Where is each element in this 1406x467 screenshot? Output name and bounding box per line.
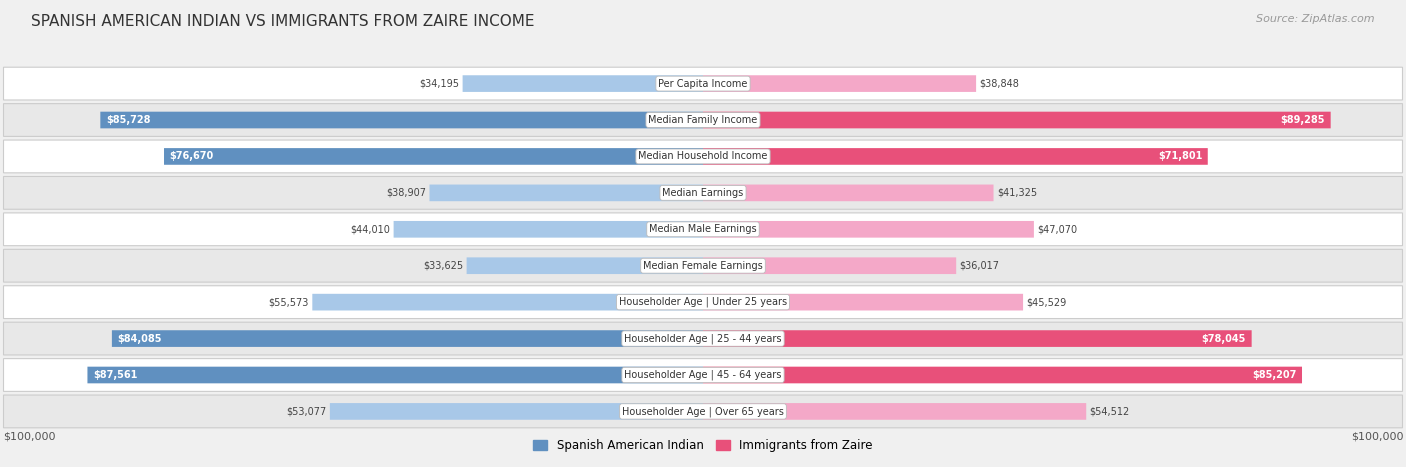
Text: Median Male Earnings: Median Male Earnings bbox=[650, 224, 756, 234]
Text: $85,728: $85,728 bbox=[105, 115, 150, 125]
Text: $41,325: $41,325 bbox=[997, 188, 1038, 198]
FancyBboxPatch shape bbox=[3, 395, 1403, 428]
FancyBboxPatch shape bbox=[165, 148, 703, 165]
Text: Median Earnings: Median Earnings bbox=[662, 188, 744, 198]
FancyBboxPatch shape bbox=[312, 294, 703, 311]
Text: Median Family Income: Median Family Income bbox=[648, 115, 758, 125]
FancyBboxPatch shape bbox=[100, 112, 703, 128]
FancyBboxPatch shape bbox=[112, 330, 703, 347]
FancyBboxPatch shape bbox=[87, 367, 703, 383]
Text: Median Household Income: Median Household Income bbox=[638, 151, 768, 162]
Text: $100,000: $100,000 bbox=[1351, 432, 1403, 442]
Text: Per Capita Income: Per Capita Income bbox=[658, 78, 748, 89]
Text: Householder Age | 45 - 64 years: Householder Age | 45 - 64 years bbox=[624, 370, 782, 380]
Text: Householder Age | 25 - 44 years: Householder Age | 25 - 44 years bbox=[624, 333, 782, 344]
FancyBboxPatch shape bbox=[394, 221, 703, 238]
FancyBboxPatch shape bbox=[330, 403, 703, 420]
Text: Householder Age | Under 25 years: Householder Age | Under 25 years bbox=[619, 297, 787, 307]
FancyBboxPatch shape bbox=[3, 67, 1403, 100]
FancyBboxPatch shape bbox=[3, 213, 1403, 246]
Legend: Spanish American Indian, Immigrants from Zaire: Spanish American Indian, Immigrants from… bbox=[529, 434, 877, 456]
FancyBboxPatch shape bbox=[703, 330, 1251, 347]
Text: $55,573: $55,573 bbox=[269, 297, 309, 307]
Text: $44,010: $44,010 bbox=[350, 224, 389, 234]
Text: $54,512: $54,512 bbox=[1090, 406, 1130, 417]
FancyBboxPatch shape bbox=[703, 257, 956, 274]
Text: $76,670: $76,670 bbox=[170, 151, 214, 162]
Text: $78,045: $78,045 bbox=[1202, 333, 1246, 344]
FancyBboxPatch shape bbox=[3, 322, 1403, 355]
FancyBboxPatch shape bbox=[703, 75, 976, 92]
Text: $38,907: $38,907 bbox=[387, 188, 426, 198]
FancyBboxPatch shape bbox=[703, 221, 1033, 238]
Text: Median Female Earnings: Median Female Earnings bbox=[643, 261, 763, 271]
Text: $45,529: $45,529 bbox=[1026, 297, 1067, 307]
Text: $89,285: $89,285 bbox=[1281, 115, 1324, 125]
Text: $53,077: $53,077 bbox=[285, 406, 326, 417]
Text: $100,000: $100,000 bbox=[3, 432, 55, 442]
FancyBboxPatch shape bbox=[429, 184, 703, 201]
Text: $34,195: $34,195 bbox=[419, 78, 460, 89]
FancyBboxPatch shape bbox=[463, 75, 703, 92]
FancyBboxPatch shape bbox=[3, 286, 1403, 318]
FancyBboxPatch shape bbox=[703, 184, 994, 201]
Text: SPANISH AMERICAN INDIAN VS IMMIGRANTS FROM ZAIRE INCOME: SPANISH AMERICAN INDIAN VS IMMIGRANTS FR… bbox=[31, 14, 534, 29]
FancyBboxPatch shape bbox=[703, 294, 1024, 311]
Text: Householder Age | Over 65 years: Householder Age | Over 65 years bbox=[621, 406, 785, 417]
FancyBboxPatch shape bbox=[703, 403, 1087, 420]
Text: $38,848: $38,848 bbox=[980, 78, 1019, 89]
FancyBboxPatch shape bbox=[3, 177, 1403, 209]
FancyBboxPatch shape bbox=[703, 112, 1330, 128]
Text: $84,085: $84,085 bbox=[118, 333, 162, 344]
Text: $36,017: $36,017 bbox=[960, 261, 1000, 271]
FancyBboxPatch shape bbox=[3, 249, 1403, 282]
Text: $47,070: $47,070 bbox=[1038, 224, 1077, 234]
Text: $71,801: $71,801 bbox=[1157, 151, 1202, 162]
FancyBboxPatch shape bbox=[3, 140, 1403, 173]
FancyBboxPatch shape bbox=[3, 359, 1403, 391]
FancyBboxPatch shape bbox=[3, 104, 1403, 136]
Text: Source: ZipAtlas.com: Source: ZipAtlas.com bbox=[1257, 14, 1375, 24]
Text: $87,561: $87,561 bbox=[93, 370, 138, 380]
Text: $85,207: $85,207 bbox=[1251, 370, 1296, 380]
FancyBboxPatch shape bbox=[467, 257, 703, 274]
FancyBboxPatch shape bbox=[703, 148, 1208, 165]
Text: $33,625: $33,625 bbox=[423, 261, 463, 271]
FancyBboxPatch shape bbox=[703, 367, 1302, 383]
